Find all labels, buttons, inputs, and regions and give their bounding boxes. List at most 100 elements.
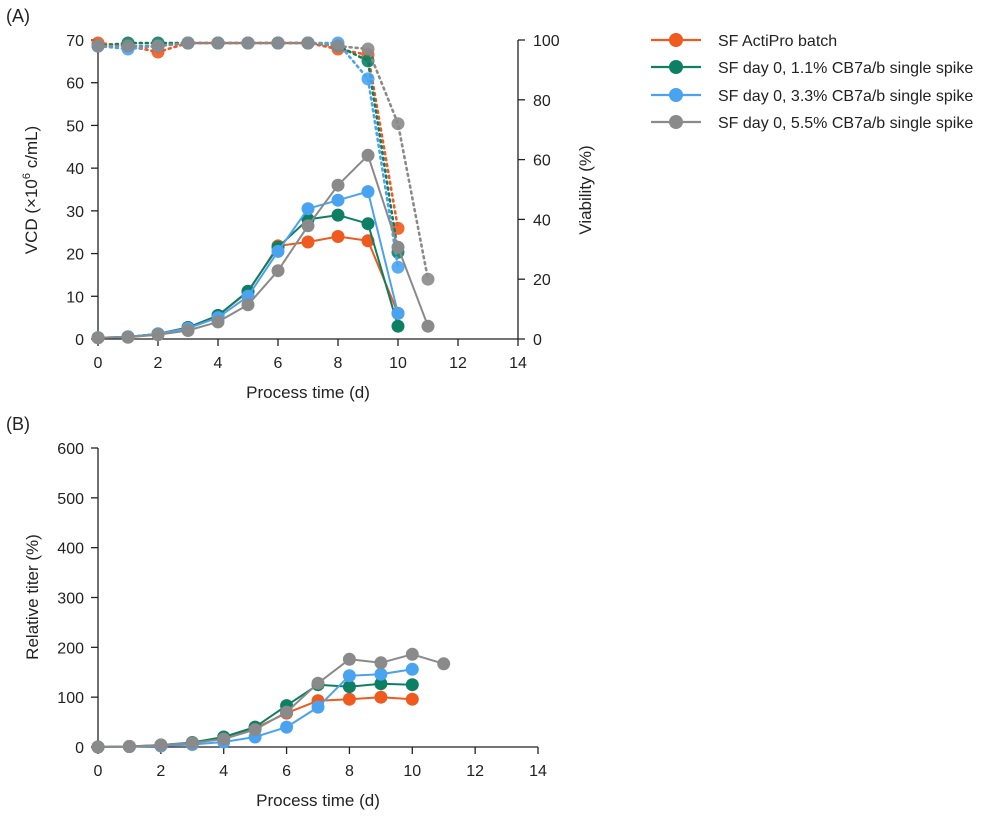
titer-series-3-point: [280, 705, 294, 719]
vcd-series-3-point: [331, 178, 345, 192]
y-tick-label: 200: [57, 640, 84, 657]
panel-a-y-axis-title-main: VCD (×10: [22, 179, 41, 254]
vcd-series-1-point: [361, 217, 375, 231]
titer-series-2-point: [405, 662, 419, 676]
panel-a-y-axis-title: VCD (×106 c/mL): [21, 126, 41, 254]
panel-a-chart: 0 2 4 6 8 10 12 14 0 10 20 30 40 50 60 70 0 20 40 60 80 100…: [21, 33, 595, 402]
titer-series-1-point: [374, 677, 388, 691]
x-tick-label: 14: [509, 355, 527, 372]
viability-series-2-point: [391, 260, 405, 274]
legend-label: SF day 0, 5.5% CB7a/b single spike: [718, 115, 973, 132]
viability-series-3-point: [421, 272, 435, 286]
viability-series-3-point: [391, 117, 405, 131]
vcd-series-1-point: [331, 208, 345, 222]
y-tick-label: 20: [66, 247, 84, 264]
vcd-series-2-line: [97, 190, 399, 339]
vcd-series-3-point: [211, 315, 225, 329]
titer-series-1-point: [342, 680, 356, 694]
legend-swatch-marker: [669, 60, 683, 74]
panel-b-series-group: [91, 647, 451, 754]
titer-series-2-point: [374, 667, 388, 681]
x-tick-label: 4: [214, 355, 223, 372]
x-tick-label: 10: [403, 763, 421, 780]
vcd-series-3-point: [121, 330, 135, 344]
viability-series-3-point: [241, 36, 255, 50]
x-tick-label: 0: [94, 355, 103, 372]
legend-label: SF day 0, 3.3% CB7a/b single spike: [718, 88, 973, 105]
legend-item-green: SF day 0, 1.1% CB7a/b single spike: [651, 60, 973, 77]
y-tick-label: 400: [57, 541, 84, 558]
viability-series-1-point: [361, 54, 375, 68]
panel-b-label: (B): [6, 414, 30, 434]
viability-series-3-point: [271, 36, 285, 50]
titer-series-3-point: [311, 676, 325, 690]
titer-series-2-point: [342, 669, 356, 683]
y2-tick-label: 60: [533, 153, 551, 170]
legend-item-orange: SF ActiPro batch: [651, 33, 837, 50]
vcd-series-2-point: [391, 306, 405, 320]
y-tick-label: 600: [57, 441, 84, 458]
vcd-series-3-point: [181, 324, 195, 337]
vcd-series-3-point: [301, 219, 315, 233]
y-tick-label: 60: [66, 76, 84, 93]
viability-series-3-line: [96, 41, 430, 281]
titer-series-0-point: [374, 690, 388, 704]
vcd-series-3-point: [271, 264, 285, 278]
panel-a-y-axis-title-sup: 6: [21, 173, 33, 179]
legend-swatch-marker: [669, 33, 683, 47]
panel-a-y-axis-title-suffix: c/mL): [22, 126, 41, 173]
x-tick-label: 6: [274, 355, 283, 372]
legend-swatch-marker: [669, 88, 683, 102]
viability-series-3-point: [331, 39, 345, 53]
titer-series-1-point: [405, 678, 419, 692]
viability-series-3-point: [151, 39, 165, 53]
viability-series-3-point: [301, 36, 315, 50]
titer-series-3-point: [342, 652, 356, 666]
y-tick-label: 70: [66, 33, 84, 50]
titer-series-3-point: [248, 723, 262, 737]
x-tick-label: 12: [466, 763, 484, 780]
y-tick-label: 50: [66, 118, 84, 135]
viability-series-3-point: [361, 42, 375, 56]
y2-tick-label: 80: [533, 93, 551, 110]
titer-series-3-point: [374, 656, 388, 670]
y-tick-label: 40: [66, 161, 84, 178]
panel-b-y-axis-title: Relative titer (%): [23, 534, 42, 660]
panel-a-x-axis-title: Process time (d): [246, 383, 370, 402]
titer-series-2-point: [280, 720, 294, 734]
titer-series-0-point: [342, 692, 356, 706]
panel-b-x-axis-title: Process time (d): [256, 791, 380, 810]
y-tick-label: 0: [75, 332, 84, 349]
y2-tick-label: 20: [533, 272, 551, 289]
vcd-series-1-line: [97, 214, 399, 339]
x-tick-label: 10: [389, 355, 407, 372]
panel-a-x-ticks: 0 2 4 6 8 10 12 14: [94, 339, 527, 372]
y-tick-label: 100: [57, 690, 84, 707]
x-tick-label: 2: [154, 355, 163, 372]
y-tick-label: 300: [57, 591, 84, 608]
x-tick-label: 6: [282, 763, 291, 780]
vcd-series-1-point: [391, 319, 405, 333]
y-tick-label: 30: [66, 204, 84, 221]
titer-series-3-point: [437, 657, 451, 671]
y-tick-label: 500: [57, 491, 84, 508]
viability-series-1-line: [96, 41, 400, 254]
viability-series-0-line: [96, 41, 400, 230]
x-tick-label: 8: [334, 355, 343, 372]
vcd-series-0-point: [331, 230, 345, 243]
panel-b-y-ticks: 0 100 200 300 400 500 600: [57, 441, 98, 757]
panel-a-y2-axis-title: Viability (%): [576, 145, 595, 234]
x-tick-label: 14: [529, 763, 547, 780]
panel-a-y2-ticks: 0 20 40 60 80 100: [518, 33, 560, 349]
panel-a-label: (A): [6, 6, 30, 26]
x-tick-label: 2: [156, 763, 165, 780]
viability-series-3-point: [181, 36, 195, 50]
x-tick-label: 12: [449, 355, 467, 372]
panel-b-chart: 0 2 4 6 8 10 12 14 0 100 200 300 400 500 600 Process …: [23, 441, 547, 810]
titer-series-3-point: [217, 732, 231, 746]
vcd-series-3-line: [97, 154, 429, 339]
vcd-series-2-point: [361, 185, 375, 199]
legend-label: SF day 0, 1.1% CB7a/b single spike: [718, 60, 973, 77]
x-tick-label: 8: [345, 763, 354, 780]
